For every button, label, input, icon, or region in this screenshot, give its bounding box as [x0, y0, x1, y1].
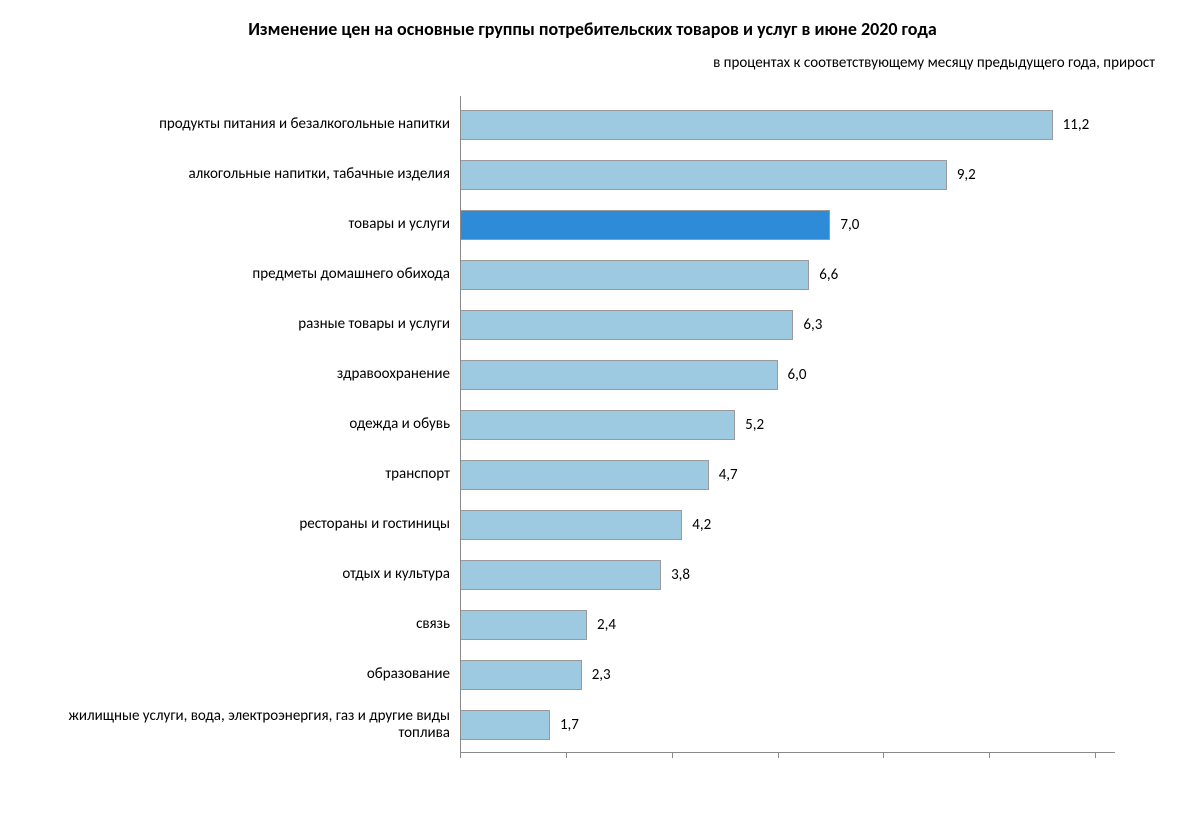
bar	[460, 110, 1053, 140]
bar-zone: 9,2	[460, 150, 1155, 200]
bar-value-label: 7,0	[840, 216, 859, 234]
bar	[460, 160, 947, 190]
chart-row: транспорт 4,7	[30, 450, 1155, 500]
chart-row: образование 2,3	[30, 650, 1155, 700]
bar-zone: 2,4	[460, 600, 1155, 650]
x-axis-tick	[566, 752, 567, 758]
category-label: разные товары и услуги	[30, 316, 460, 333]
chart-container: Изменение цен на основные группы потреби…	[0, 0, 1185, 816]
category-label: образование	[30, 666, 460, 683]
chart-row: продукты питания и безалкогольные напитк…	[30, 100, 1155, 150]
bar	[460, 360, 778, 390]
category-label: продукты питания и безалкогольные напитк…	[30, 116, 460, 133]
bar-highlight	[460, 210, 830, 240]
category-label: рестораны и гостиницы	[30, 516, 460, 533]
category-label: предметы домашнего обихода	[30, 266, 460, 283]
bar	[460, 660, 582, 690]
chart-row: предметы домашнего обихода 6,6	[30, 250, 1155, 300]
bar-value-label: 3,8	[671, 566, 690, 584]
bar	[460, 610, 587, 640]
bar-value-label: 6,6	[819, 266, 838, 284]
chart-subtitle: в процентах к соответствующему месяцу пр…	[0, 54, 1185, 72]
bar-zone: 5,2	[460, 400, 1155, 450]
bar-value-label: 1,7	[560, 716, 579, 734]
category-label: жилищные услуги, вода, электроэнергия, г…	[30, 708, 460, 743]
category-label: здравоохранение	[30, 366, 460, 383]
bar-zone: 7,0	[460, 200, 1155, 250]
chart-row: здравоохранение 6,0	[30, 350, 1155, 400]
x-axis-tick	[1095, 752, 1096, 758]
bar	[460, 710, 550, 740]
bar-value-label: 6,0	[788, 366, 807, 384]
bar-zone: 1,7	[460, 700, 1155, 750]
y-axis-line	[460, 96, 461, 752]
bar	[460, 460, 709, 490]
x-axis-tick	[778, 752, 779, 758]
bar-zone: 4,2	[460, 500, 1155, 550]
bar-value-label: 4,2	[692, 516, 711, 534]
bar-zone: 6,6	[460, 250, 1155, 300]
bar-value-label: 9,2	[957, 166, 976, 184]
bar-zone: 11,2	[460, 100, 1155, 150]
chart-row: жилищные услуги, вода, электроэнергия, г…	[30, 700, 1155, 750]
chart-row: разные товары и услуги 6,3	[30, 300, 1155, 350]
bar	[460, 310, 793, 340]
bar	[460, 510, 682, 540]
bar-value-label: 5,2	[745, 416, 764, 434]
bar-zone: 4,7	[460, 450, 1155, 500]
chart-row: рестораны и гостиницы 4,2	[30, 500, 1155, 550]
bar-value-label: 6,3	[803, 316, 822, 334]
bar-value-label: 2,4	[597, 616, 616, 634]
x-axis-tick	[989, 752, 990, 758]
chart-row: алкогольные напитки, табачные изделия 9,2	[30, 150, 1155, 200]
category-label: транспорт	[30, 466, 460, 483]
chart-title: Изменение цен на основные группы потреби…	[0, 18, 1185, 40]
bar-zone: 6,0	[460, 350, 1155, 400]
x-axis-line	[460, 752, 1115, 753]
x-axis-tick	[883, 752, 884, 758]
chart-plot-area: продукты питания и безалкогольные напитк…	[30, 100, 1155, 750]
bar-zone: 2,3	[460, 650, 1155, 700]
category-label: отдых и культура	[30, 566, 460, 583]
bar-value-label: 4,7	[719, 466, 738, 484]
category-label: связь	[30, 616, 460, 633]
bar	[460, 560, 661, 590]
category-label: алкогольные напитки, табачные изделия	[30, 166, 460, 183]
category-label: одежда и обувь	[30, 416, 460, 433]
bar-zone: 3,8	[460, 550, 1155, 600]
category-label: товары и услуги	[30, 216, 460, 233]
x-axis-tick	[460, 752, 461, 758]
chart-row: одежда и обувь 5,2	[30, 400, 1155, 450]
bar-value-label: 11,2	[1063, 116, 1090, 134]
bar	[460, 410, 735, 440]
bar	[460, 260, 809, 290]
x-axis-tick	[672, 752, 673, 758]
chart-row: отдых и культура 3,8	[30, 550, 1155, 600]
chart-row: товары и услуги 7,0	[30, 200, 1155, 250]
chart-row: связь 2,4	[30, 600, 1155, 650]
bar-value-label: 2,3	[592, 666, 611, 684]
bar-zone: 6,3	[460, 300, 1155, 350]
